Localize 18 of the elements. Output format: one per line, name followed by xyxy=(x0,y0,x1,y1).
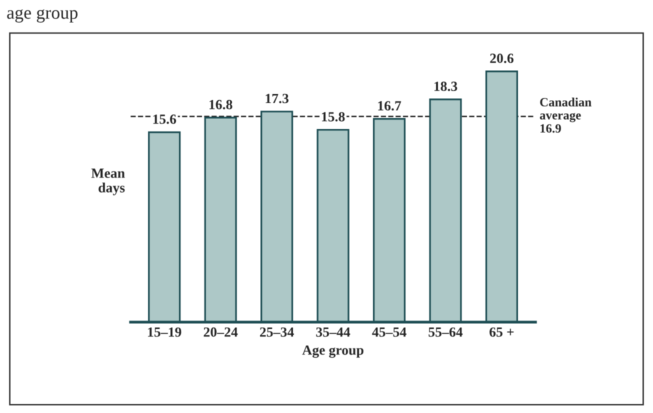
data-label: 16.8 xyxy=(210,100,232,110)
x-tick-label: 35–44 xyxy=(316,327,350,337)
data-label: 20.6 xyxy=(490,54,514,64)
data-label: 15.8 xyxy=(322,112,345,122)
data-label: 18.3 xyxy=(434,82,458,92)
x-axis-title: Age group xyxy=(302,346,364,358)
x-tick-label: 55–64 xyxy=(428,327,463,337)
data-label: 16.7 xyxy=(378,101,402,111)
x-tick-label: 25–34 xyxy=(260,327,294,337)
chart-title: age group xyxy=(7,9,78,23)
x-tick-label: 65 + xyxy=(490,327,514,337)
y-axis-title: Mean days xyxy=(91,168,125,196)
x-tick-label: 20–24 xyxy=(204,327,238,337)
ref-line-label: Canadian average 16.9 xyxy=(540,98,592,133)
data-label: 15.6 xyxy=(153,114,176,124)
data-label: 17.3 xyxy=(266,94,288,104)
x-tick-label: 15–19 xyxy=(148,327,182,337)
x-tick-label: 45–54 xyxy=(372,327,406,337)
